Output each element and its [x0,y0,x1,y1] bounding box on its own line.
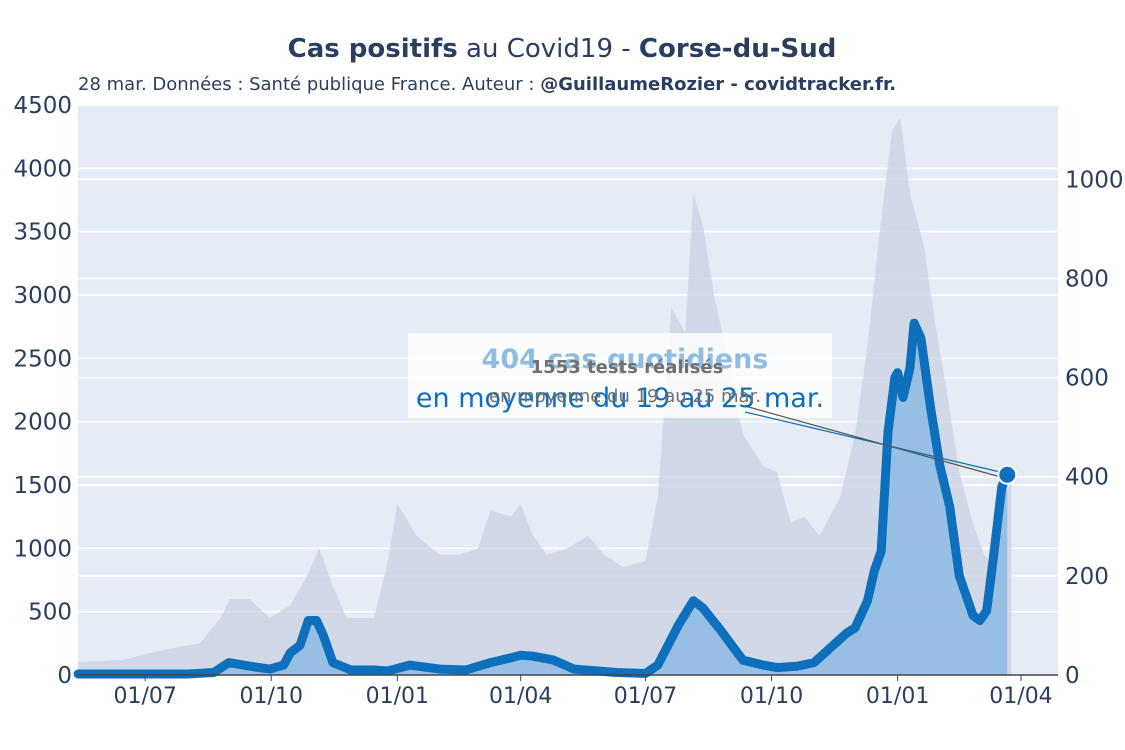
y-left-tick-0: 0 [57,663,72,689]
annotation-box [408,333,832,418]
annotation-cases-line-2: en moyenne du 19 au 25 mar. [416,383,824,414]
x-tick-4: 01/07 [614,684,677,709]
annotation-cases-line-1: 404 cas quotidiens [482,344,769,375]
title-part-2: au Covid19 - [458,34,639,64]
y-left-tick-9: 4500 [13,93,72,119]
x-axis: 01/07 01/10 01/01 01/04 01/07 01/10 01/01 01/04 [113,675,1053,709]
title-part-3: Corse-du-Sud [639,34,836,64]
x-tick-3: 01/04 [489,684,552,709]
y-right-tick-0: 0 [1065,663,1080,689]
chart-title: Cas positifs au Covid19 - Corse-du-Sud [288,34,837,64]
latest-value-marker [997,464,1018,485]
y-left-tick-1: 500 [28,600,72,626]
y-right-tick-3: 600 [1065,366,1109,392]
y-left-tick-2: 1000 [13,536,72,562]
subtitle-text: 28 mar. Données : Santé publique France.… [78,74,540,95]
y-right-tick-5: 1000 [1065,167,1124,193]
y-left-tick-3: 1500 [13,473,72,499]
annotation-tests-line-1: 1553 tests réalisés [531,357,724,378]
annotation-arrow-tests [744,405,1004,479]
y-left-tick-7: 3500 [13,220,72,246]
x-tick-2: 01/01 [366,684,429,709]
x-tick-1: 01/10 [240,684,303,709]
y-left-tick-4: 2000 [13,410,72,436]
annotation-tests-line-2: en moyenne du 19 au 25 mar. [489,386,761,407]
x-tick-7: 01/04 [989,684,1052,709]
y-left-tick-6: 3000 [13,283,72,309]
y-axis-left: 0 500 1000 1500 2000 2500 3000 3500 4000 4500 [13,93,72,689]
subtitle-author: @GuillaumeRozier - covidtracker.fr. [540,74,896,95]
y-left-tick-5: 2500 [13,346,72,372]
tests-area [78,117,1012,675]
chart-subtitle: 28 mar. Données : Santé publique France.… [78,74,896,95]
y-right-tick-4: 800 [1065,266,1109,292]
cases-line [73,318,1012,679]
y-axis-right: 0 200 400 600 800 1000 [1065,167,1124,689]
y-left-tick-8: 4000 [13,156,72,182]
title-part-1: Cas positifs [288,34,458,64]
y-right-tick-2: 400 [1065,465,1109,491]
x-tick-5: 01/10 [740,684,803,709]
x-tick-6: 01/01 [866,684,929,709]
x-tick-0: 01/07 [113,684,176,709]
y-right-tick-1: 200 [1065,564,1109,590]
